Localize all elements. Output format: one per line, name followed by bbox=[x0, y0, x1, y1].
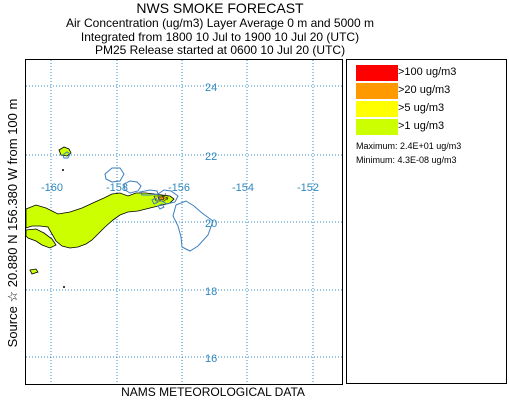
release-start: PM25 Release started at 0600 10 Jul 20 (… bbox=[94, 43, 346, 57]
coast-kauai bbox=[104, 167, 125, 183]
meteorological-data-label: NAMS METEOROLOGICAL DATA bbox=[121, 385, 305, 399]
smoke-plume bbox=[25, 146, 175, 275]
coast-oahu bbox=[123, 180, 142, 194]
source-location-label: Source ☆ 20.880 N 156.380 W from 100 m bbox=[5, 98, 20, 348]
plume-patch-north bbox=[58, 146, 72, 157]
map-frame bbox=[25, 59, 343, 385]
lat-label-22: 22 bbox=[205, 151, 217, 163]
lat-label-20: 20 bbox=[205, 218, 217, 230]
legend-label: >100 ug/m3 bbox=[398, 66, 457, 78]
legend-minimum: Minimum: 4.3E-08 ug/m3 bbox=[356, 155, 457, 165]
smoke-core bbox=[153, 195, 169, 202]
lat-label-18: 18 bbox=[205, 286, 217, 298]
source-star-icon: ☆ bbox=[161, 192, 170, 203]
plume-main bbox=[25, 192, 175, 249]
legend-maximum: Maximum: 2.4E+01 ug/m3 bbox=[356, 141, 462, 151]
legend-swatch-lime bbox=[356, 119, 398, 135]
coast-hawaii bbox=[172, 200, 214, 252]
plume-dot bbox=[62, 169, 64, 171]
lon-label-154: -154 bbox=[232, 182, 254, 194]
lat-label-16: 16 bbox=[205, 353, 217, 365]
lon-label-160: -160 bbox=[41, 182, 63, 194]
lon-label-152: -152 bbox=[297, 182, 319, 194]
lon-label-156: -156 bbox=[168, 182, 190, 194]
plume-dot bbox=[63, 286, 65, 288]
legend-box: >100 ug/m3 >20 ug/m3 >5 ug/m3 >1 ug/m3 M… bbox=[346, 59, 507, 384]
concentration-subtitle: Air Concentration (ug/m3) Layer Average … bbox=[66, 16, 374, 30]
plume-patch-small bbox=[29, 268, 39, 275]
coast-kahoolawe bbox=[157, 203, 165, 210]
legend-label: >1 ug/m3 bbox=[398, 120, 445, 132]
lat-label-24: 24 bbox=[205, 82, 217, 94]
legend-swatch-yellow bbox=[356, 101, 398, 117]
legend-swatch-red bbox=[356, 65, 398, 81]
coast-maui bbox=[157, 189, 179, 205]
integration-period: Integrated from 1800 10 Jul to 1900 10 J… bbox=[80, 30, 360, 44]
coast-niihau bbox=[62, 151, 71, 159]
legend-swatch-orange bbox=[356, 83, 398, 99]
coast-lanai bbox=[151, 197, 159, 205]
legend-label: >20 ug/m3 bbox=[398, 84, 451, 96]
lon-label-158: -158 bbox=[106, 182, 128, 194]
legend-label: >5 ug/m3 bbox=[398, 102, 445, 114]
island-coastlines bbox=[62, 151, 214, 252]
plume-patch-west bbox=[25, 228, 57, 249]
map-title: NWS SMOKE FORECAST bbox=[136, 0, 304, 16]
